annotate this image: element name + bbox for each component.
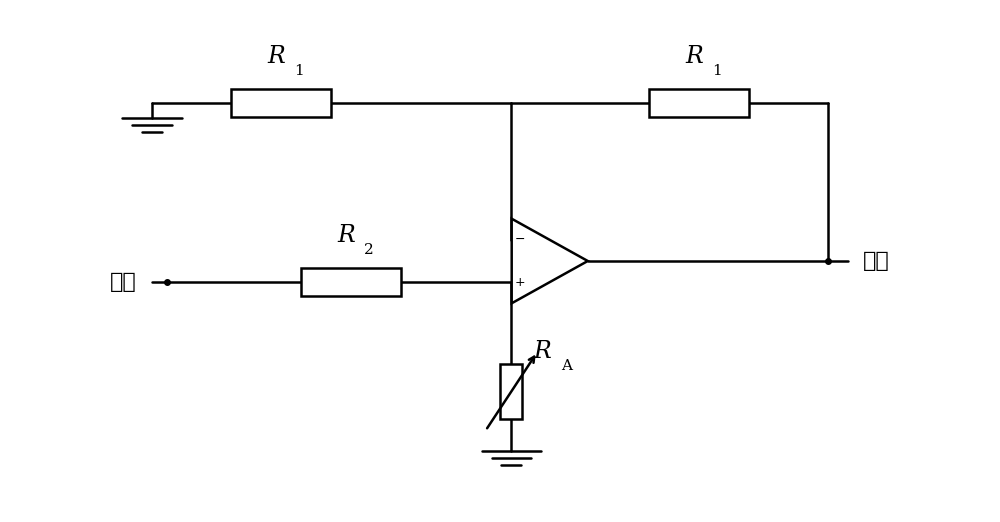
Text: 2: 2 <box>364 243 374 257</box>
Text: R: R <box>267 45 285 68</box>
Text: −: − <box>514 233 525 246</box>
Bar <box>231 89 331 117</box>
Bar <box>500 364 522 419</box>
Bar <box>649 89 749 117</box>
Polygon shape <box>512 219 588 303</box>
Text: R: R <box>685 45 703 68</box>
Text: 输入: 输入 <box>110 272 137 292</box>
Text: R: R <box>533 340 551 363</box>
Text: +: + <box>514 276 525 289</box>
Text: 输出: 输出 <box>863 251 890 271</box>
Bar <box>301 268 401 296</box>
Text: 1: 1 <box>294 64 304 78</box>
Text: 1: 1 <box>712 64 722 78</box>
Text: R: R <box>337 224 355 247</box>
Text: A: A <box>561 360 572 373</box>
